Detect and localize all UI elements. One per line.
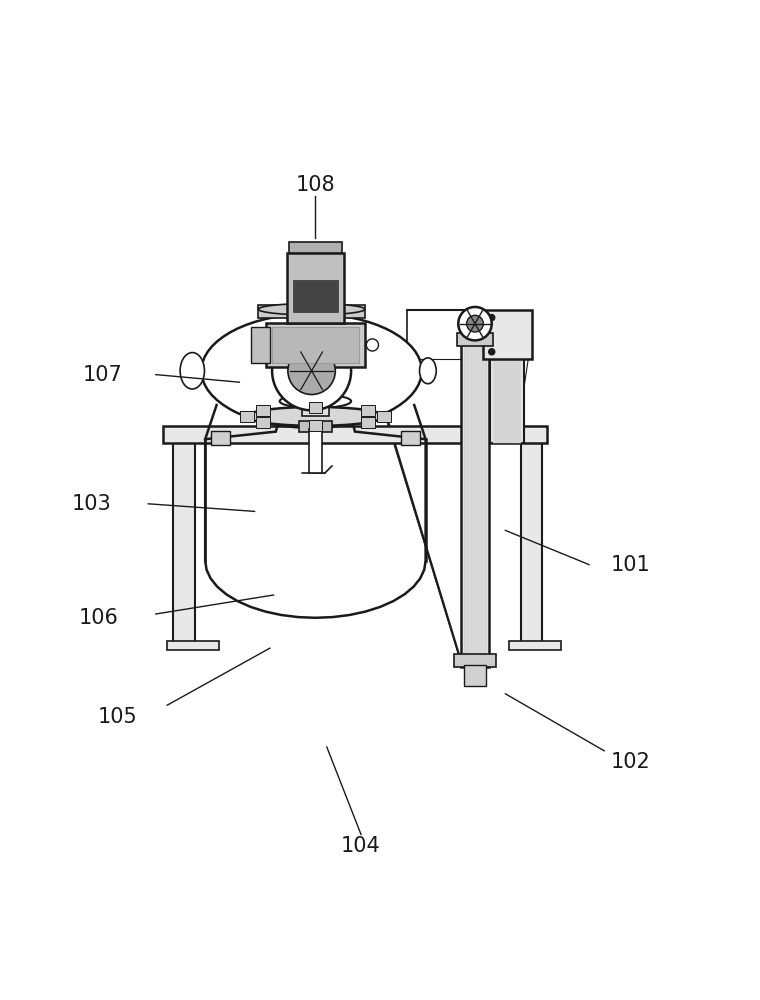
Bar [361, 417, 375, 428]
Bar [256, 405, 270, 416]
Polygon shape [205, 401, 426, 618]
Ellipse shape [258, 304, 365, 315]
Ellipse shape [280, 394, 351, 408]
Bar [309, 402, 322, 413]
Bar [256, 417, 270, 428]
Circle shape [458, 307, 492, 340]
Bar [167, 641, 219, 650]
Text: 107: 107 [83, 365, 122, 385]
Circle shape [489, 349, 495, 355]
Bar [251, 327, 270, 363]
Ellipse shape [247, 407, 384, 426]
Bar [266, 323, 365, 367]
Bar [457, 333, 493, 346]
Bar [173, 443, 195, 644]
Bar [272, 327, 359, 363]
Circle shape [366, 339, 378, 351]
Bar [299, 421, 332, 432]
Bar [361, 405, 375, 416]
Bar [377, 411, 391, 422]
Ellipse shape [420, 358, 436, 384]
Bar [309, 420, 322, 431]
Bar [509, 641, 561, 650]
Bar [461, 333, 489, 667]
Bar [464, 333, 486, 667]
Bar [289, 242, 342, 253]
Text: 106: 106 [79, 608, 119, 628]
Bar [401, 431, 420, 445]
Bar [361, 417, 375, 428]
Bar [293, 280, 338, 312]
Text: 101: 101 [611, 555, 651, 575]
Text: 103: 103 [71, 494, 111, 514]
Circle shape [489, 315, 495, 321]
Circle shape [272, 331, 351, 410]
Text: 102: 102 [611, 752, 651, 772]
Bar [521, 443, 542, 644]
Bar [240, 411, 254, 422]
Circle shape [467, 315, 483, 332]
Text: 108: 108 [296, 175, 335, 195]
Bar [287, 253, 344, 323]
Bar [493, 333, 521, 443]
Bar [464, 665, 486, 686]
Text: 104: 104 [341, 836, 381, 856]
Bar [490, 333, 524, 443]
Bar [302, 367, 328, 416]
Circle shape [288, 347, 335, 395]
Bar [454, 654, 496, 667]
Ellipse shape [201, 314, 422, 428]
Bar [211, 431, 230, 445]
Bar [483, 310, 532, 359]
Bar [163, 426, 547, 443]
Bar [309, 429, 322, 473]
Text: 105: 105 [98, 707, 138, 727]
Ellipse shape [180, 353, 204, 389]
Bar [258, 305, 365, 318]
